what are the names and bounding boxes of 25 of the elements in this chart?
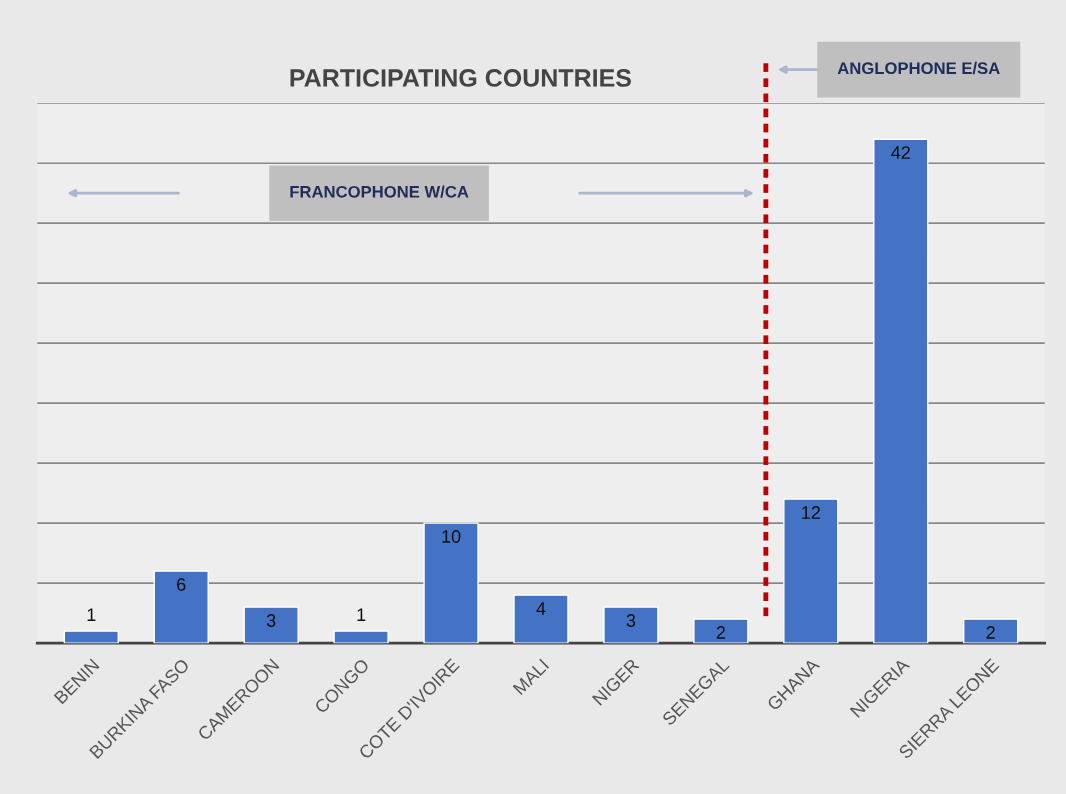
bar [243, 606, 299, 644]
bar [513, 594, 569, 644]
data-label: 42 [891, 146, 910, 159]
bar [153, 570, 209, 644]
data-label: 1 [87, 608, 96, 621]
data-label: 6 [177, 578, 186, 591]
bar [693, 618, 749, 644]
data-label: 2 [986, 626, 995, 639]
data-label: 12 [802, 506, 820, 519]
bar [423, 522, 479, 644]
bar [963, 618, 1019, 644]
bar [333, 630, 389, 644]
data-label: 1 [357, 608, 366, 621]
data-label: 4 [536, 602, 546, 615]
data-label: 3 [626, 614, 636, 627]
data-label: 2 [716, 626, 725, 639]
data-label: 3 [266, 614, 276, 627]
bar [783, 498, 839, 644]
bar [873, 138, 929, 644]
bar [603, 606, 659, 644]
chart-title: PARTICIPATING COUNTRIES [290, 69, 631, 87]
text: ANGLOPHONE E/SA [837, 61, 1000, 75]
bar [63, 630, 119, 644]
annotation: FRANCOPHONE W/CA [290, 185, 469, 198]
data-label: 10 [442, 530, 461, 543]
